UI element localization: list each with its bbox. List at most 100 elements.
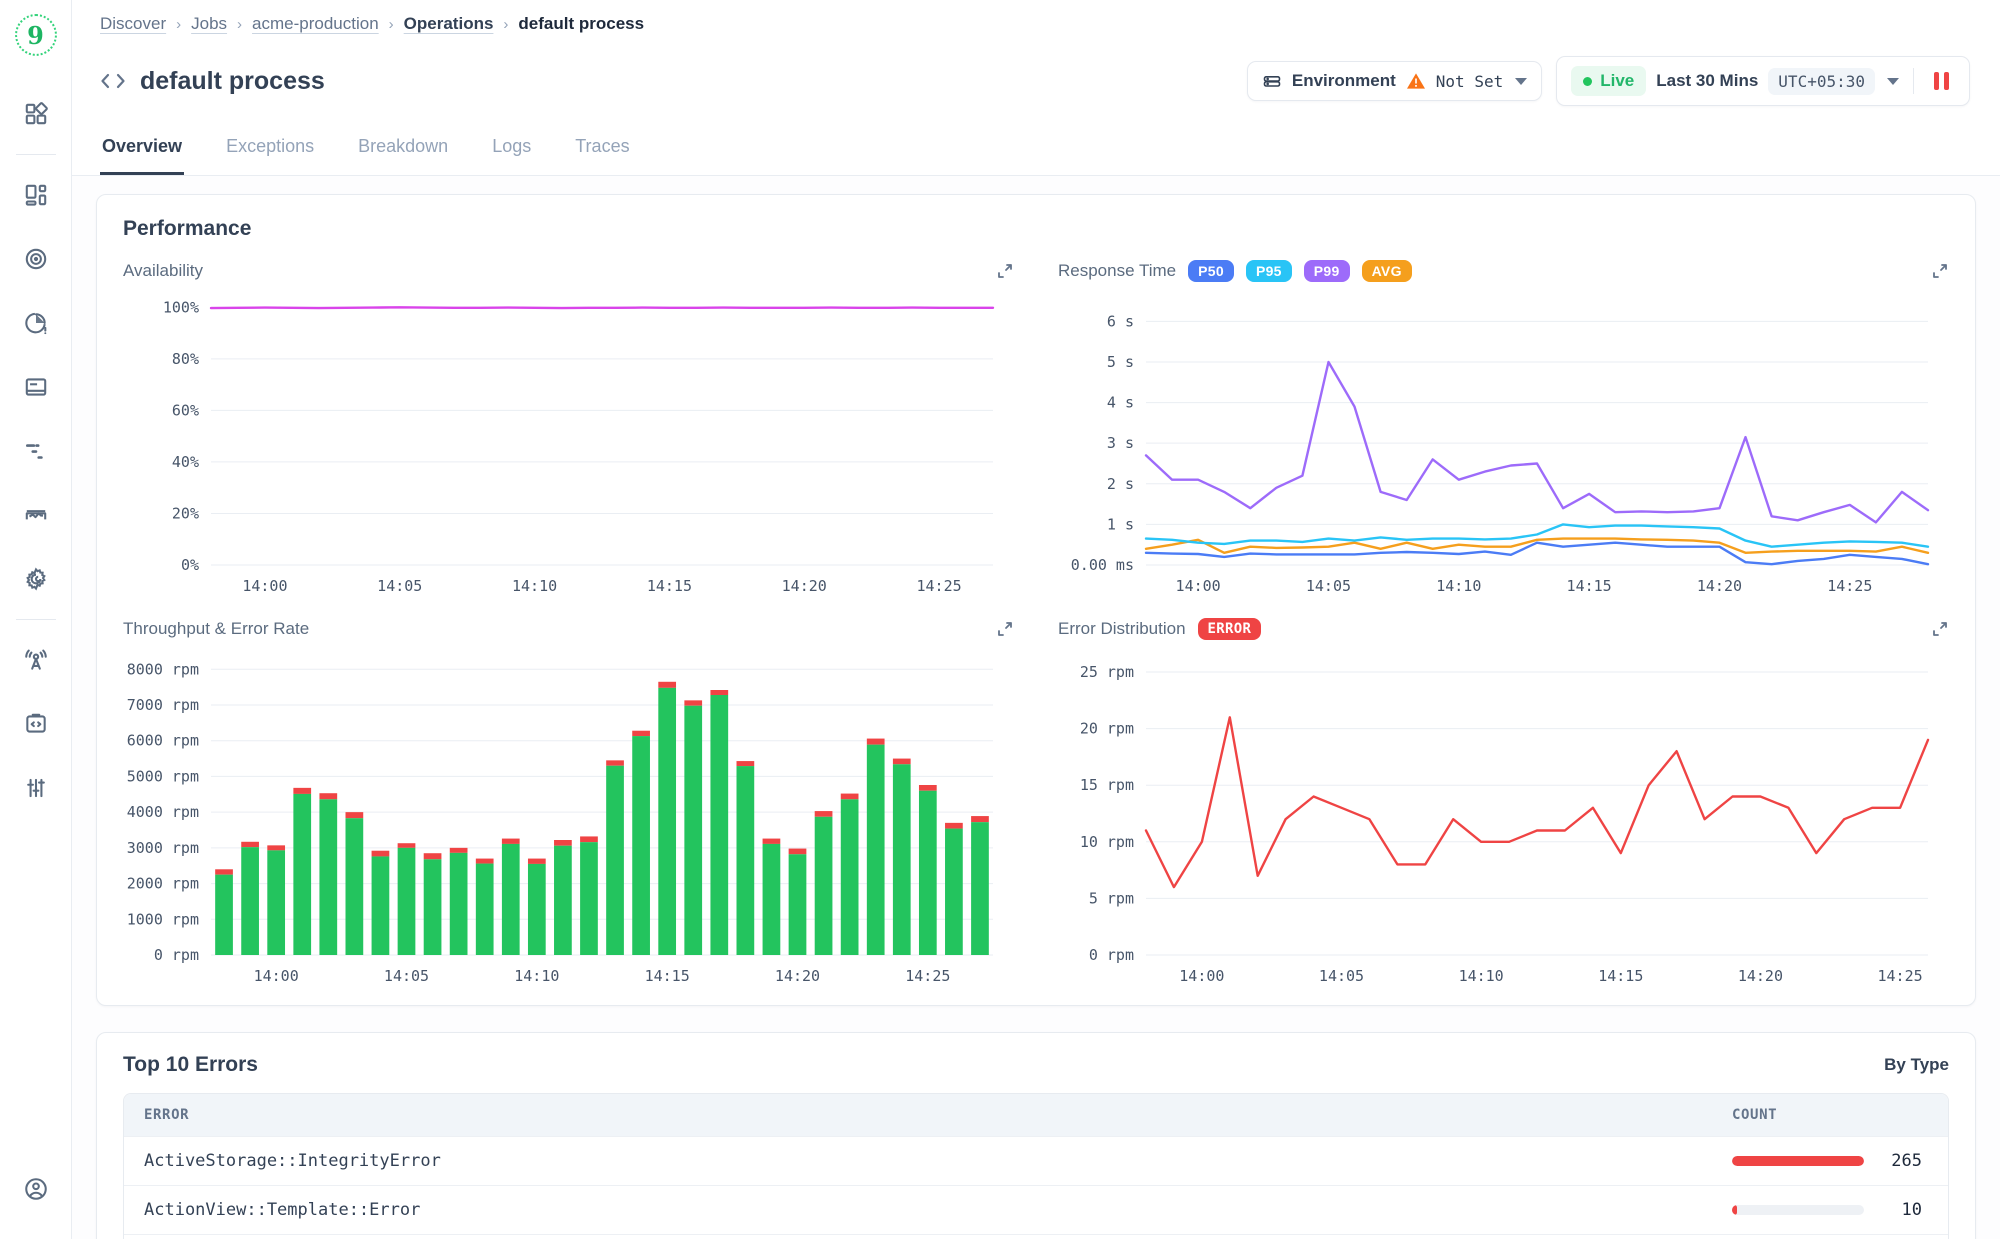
error-name: ActiveStorage::IntegrityError — [144, 1151, 441, 1171]
svg-text:5000 rpm: 5000 rpm — [127, 767, 199, 785]
tab-overview[interactable]: Overview — [100, 126, 184, 175]
table-row[interactable]: ActionView::Template::Error 10 — [124, 1185, 1948, 1234]
svg-text:14:00: 14:00 — [1179, 967, 1224, 985]
trace-waterfall-icon[interactable] — [23, 438, 49, 464]
pie-alert-icon[interactable] — [23, 310, 49, 336]
code-brackets-icon — [100, 70, 126, 92]
brand-logo[interactable]: 9 — [15, 14, 57, 56]
svg-text:14:10: 14:10 — [1459, 967, 1504, 985]
monitor-pulse-icon[interactable] — [23, 502, 49, 528]
chart-title: Throughput & Error Rate — [123, 619, 309, 639]
target-icon[interactable] — [23, 246, 49, 272]
live-label: Live — [1600, 71, 1634, 91]
grafana-icon[interactable] — [23, 566, 49, 592]
chevron-down-icon — [1515, 78, 1527, 85]
environment-label: Environment — [1292, 71, 1396, 91]
performance-title: Performance — [123, 217, 1949, 241]
time-range-label: Last 30 Mins — [1656, 71, 1758, 91]
sliders-icon[interactable] — [23, 775, 49, 801]
breadcrumb: Discover › Jobs › acme-production › Oper… — [100, 14, 1970, 34]
tab-breakdown[interactable]: Breakdown — [356, 126, 450, 175]
svg-text:25 rpm: 25 rpm — [1080, 663, 1134, 681]
live-dot-icon — [1583, 77, 1592, 86]
availability-chart: Availability 0%20%40%60%80%100%14:0014:0… — [123, 255, 1014, 599]
breadcrumb-separator: › — [237, 16, 242, 33]
breadcrumb-discover[interactable]: Discover — [100, 14, 166, 34]
svg-text:2000 rpm: 2000 rpm — [127, 875, 199, 893]
breadcrumb-separator: › — [503, 16, 508, 33]
response-time-chart: Response Time P50 P95 P99 AVG 0.00 ms1 s… — [1058, 255, 1949, 599]
throughput-chart: Throughput & Error Rate 0 rpm1000 rpm200… — [123, 613, 1014, 989]
timezone-pill: UTC+05:30 — [1768, 68, 1875, 95]
svg-text:1000 rpm: 1000 rpm — [127, 910, 199, 928]
throughput-plot: 0 rpm1000 rpm2000 rpm3000 rpm4000 rpm500… — [123, 645, 1007, 989]
svg-text:14:25: 14:25 — [1827, 577, 1872, 595]
panel-icon[interactable] — [23, 374, 49, 400]
pause-button[interactable] — [1928, 70, 1955, 92]
legend-badge-p95: P95 — [1246, 260, 1292, 282]
table-row[interactable]: NoMethodError 9 — [124, 1234, 1948, 1239]
error-count: 265 — [1878, 1151, 1922, 1171]
svg-text:40%: 40% — [172, 453, 199, 471]
warning-icon — [1406, 72, 1426, 90]
response-time-plot: 0.00 ms1 s2 s3 s4 s5 s6 s14:0014:0514:10… — [1058, 287, 1942, 599]
svg-text:1 s: 1 s — [1107, 515, 1134, 533]
tab-exceptions[interactable]: Exceptions — [224, 126, 316, 175]
svg-text:14:05: 14:05 — [377, 577, 422, 595]
legend-badge-avg: AVG — [1362, 260, 1412, 282]
svg-text:7000 rpm: 7000 rpm — [127, 696, 199, 714]
live-badge: Live — [1571, 66, 1646, 96]
count-bar — [1732, 1156, 1864, 1166]
svg-text:6000 rpm: 6000 rpm — [127, 732, 199, 750]
top-errors-title: Top 10 Errors — [123, 1053, 258, 1077]
app-root: 9 — [0, 0, 2000, 1239]
broadcast-icon[interactable] — [23, 647, 49, 673]
svg-text:14:05: 14:05 — [384, 967, 429, 985]
expand-chart-icon[interactable] — [996, 262, 1014, 280]
table-row[interactable]: ActiveStorage::IntegrityError 265 — [124, 1136, 1948, 1185]
environment-status: Not Set — [1436, 72, 1503, 91]
svg-text:14:00: 14:00 — [254, 967, 299, 985]
tab-traces[interactable]: Traces — [573, 126, 631, 175]
user-avatar-icon[interactable] — [23, 1176, 49, 1202]
svg-text:14:15: 14:15 — [647, 577, 692, 595]
by-type-filter[interactable]: By Type — [1884, 1055, 1949, 1075]
expand-chart-icon[interactable] — [996, 620, 1014, 638]
sidebar: 9 — [0, 0, 72, 1239]
expand-chart-icon[interactable] — [1931, 620, 1949, 638]
expand-chart-icon[interactable] — [1931, 262, 1949, 280]
breadcrumb-operations[interactable]: Operations — [404, 14, 494, 34]
svg-text:14:10: 14:10 — [514, 967, 559, 985]
svg-text:10 rpm: 10 rpm — [1080, 833, 1134, 851]
column-header-error: ERROR — [144, 1107, 189, 1123]
errors-table-header: ERROR COUNT — [124, 1094, 1948, 1136]
sidebar-divider — [16, 154, 56, 155]
apps-grid-icon[interactable] — [23, 101, 49, 127]
environment-selector[interactable]: Environment Not Set — [1247, 61, 1542, 101]
svg-text:0%: 0% — [181, 556, 199, 574]
svg-text:60%: 60% — [172, 401, 199, 419]
svg-text:14:05: 14:05 — [1306, 577, 1351, 595]
svg-text:14:20: 14:20 — [1738, 967, 1783, 985]
breadcrumb-jobs[interactable]: Jobs — [191, 14, 227, 34]
svg-text:14:00: 14:00 — [1176, 577, 1221, 595]
svg-text:4 s: 4 s — [1107, 394, 1134, 412]
breadcrumb-app[interactable]: acme-production — [252, 14, 379, 34]
svg-text:5 rpm: 5 rpm — [1089, 889, 1134, 907]
svg-text:8000 rpm: 8000 rpm — [127, 660, 199, 678]
error-distribution-plot: 0 rpm5 rpm10 rpm15 rpm20 rpm25 rpm14:001… — [1058, 645, 1942, 989]
svg-text:14:15: 14:15 — [1598, 967, 1643, 985]
dashboard-icon[interactable] — [23, 182, 49, 208]
svg-text:14:25: 14:25 — [916, 577, 961, 595]
svg-text:14:20: 14:20 — [775, 967, 820, 985]
code-clipboard-icon[interactable] — [23, 711, 49, 737]
tab-logs[interactable]: Logs — [490, 126, 533, 175]
availability-plot: 0%20%40%60%80%100%14:0014:0514:1014:1514… — [123, 287, 1007, 599]
svg-text:0.00 ms: 0.00 ms — [1071, 556, 1134, 574]
time-range-control[interactable]: Live Last 30 Mins UTC+05:30 — [1556, 56, 1970, 106]
server-icon — [1262, 71, 1282, 91]
svg-text:0 rpm: 0 rpm — [1089, 946, 1134, 964]
page-header: Discover › Jobs › acme-production › Oper… — [72, 0, 2000, 106]
legend-badge-p50: P50 — [1188, 260, 1234, 282]
performance-panel: Performance Availability 0%20%40%60%80%1… — [96, 194, 1976, 1006]
